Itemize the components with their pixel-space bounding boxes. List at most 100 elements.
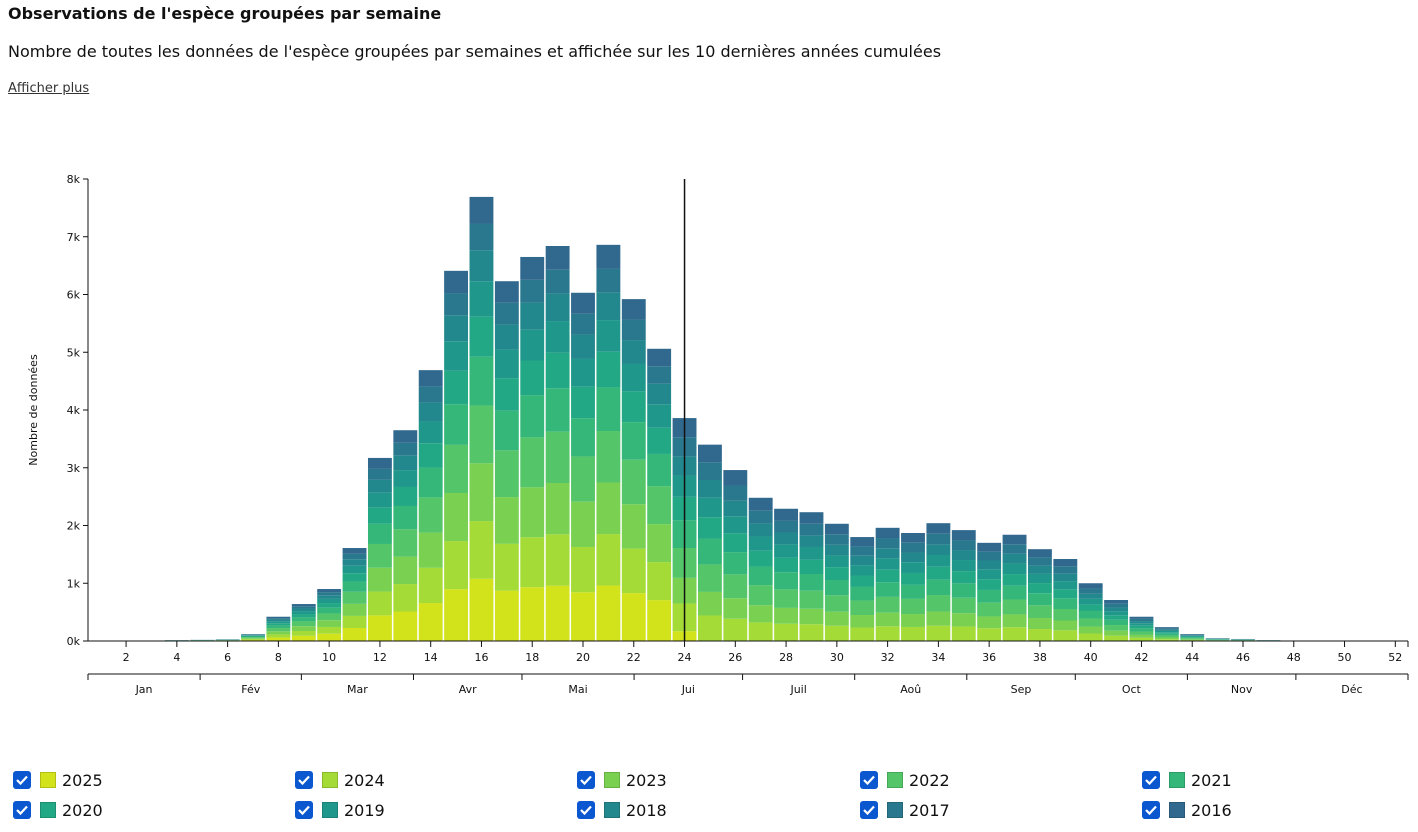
bar-segment <box>875 538 900 549</box>
bar-segment <box>444 404 469 445</box>
bar-segment <box>1180 634 1205 635</box>
bar-segment <box>774 589 799 608</box>
bar-segment <box>571 592 595 641</box>
legend-item[interactable]: 2022 <box>860 768 950 792</box>
bar-segment <box>926 544 951 556</box>
show-more-link[interactable]: Afficher plus <box>8 81 90 96</box>
bar-segment <box>1104 619 1129 626</box>
bar-segment <box>951 626 976 641</box>
legend-label: 2020 <box>62 800 103 820</box>
bar-segment <box>393 470 418 487</box>
bar-segment <box>621 504 646 549</box>
bar-segment <box>1129 625 1154 629</box>
check-mark <box>16 775 28 786</box>
bar-segment <box>621 363 646 392</box>
checkbox[interactable] <box>577 771 595 789</box>
bar-segment <box>850 575 875 587</box>
bar-segment <box>723 552 748 575</box>
check-mark <box>298 805 310 816</box>
bar-segment <box>469 223 494 251</box>
bar-segment <box>799 559 824 575</box>
month-label: Aoû <box>900 683 921 696</box>
checkbox[interactable] <box>13 801 31 819</box>
legend-item[interactable]: 2021 <box>1142 768 1232 792</box>
x-tick-label: 4 <box>173 651 180 664</box>
bar-segment <box>393 442 418 456</box>
bar-segment <box>469 521 494 579</box>
bar-segment <box>1027 557 1052 566</box>
bar-segment <box>1154 635 1179 638</box>
bar-segment <box>393 505 418 530</box>
bar-segment <box>545 245 570 270</box>
legend-item[interactable]: 2019 <box>295 798 385 822</box>
bar-segment <box>850 627 875 641</box>
bar-segment <box>647 404 672 428</box>
bar-segment <box>1002 627 1027 641</box>
bar-segment <box>469 405 494 464</box>
bar-segment <box>824 595 849 612</box>
bar-segment <box>850 546 875 556</box>
bar-segment <box>723 598 748 619</box>
legend-item[interactable]: 2025 <box>13 768 103 792</box>
checkbox[interactable] <box>295 771 313 789</box>
bar-segment <box>1129 618 1154 622</box>
bar-segment <box>1027 549 1052 558</box>
bar-segment <box>926 555 951 567</box>
bar-segment <box>748 622 773 641</box>
legend-item[interactable]: 2023 <box>577 768 667 792</box>
checkbox[interactable] <box>577 801 595 819</box>
bar-segment <box>1027 593 1052 606</box>
checkbox[interactable] <box>295 801 313 819</box>
checkbox[interactable] <box>1142 771 1160 789</box>
legend-item[interactable]: 2018 <box>577 798 667 822</box>
bar-segment <box>901 614 925 627</box>
bar-segment <box>977 579 1002 590</box>
legend-label: 2025 <box>62 770 103 790</box>
bar-segment <box>1180 637 1205 639</box>
legend-item[interactable]: 2017 <box>860 798 950 822</box>
checkbox[interactable] <box>13 771 31 789</box>
legend-swatch <box>40 772 56 788</box>
bar-segment <box>266 619 291 622</box>
checkbox[interactable] <box>1142 801 1160 819</box>
bar-segment <box>1002 563 1027 575</box>
check-mark <box>1145 775 1157 786</box>
checkbox[interactable] <box>860 771 878 789</box>
bar-segment <box>1053 598 1078 610</box>
x-tick-label: 2 <box>123 651 130 664</box>
y-axis-label: Nombre de données <box>27 354 40 466</box>
bar-segment <box>774 557 799 573</box>
bar-segment <box>697 444 722 463</box>
bar-segment <box>951 560 976 572</box>
x-tick-label: 48 <box>1287 651 1301 664</box>
bar-segment <box>875 527 900 539</box>
bar-segment <box>1129 631 1154 635</box>
bar-segment <box>545 293 570 322</box>
legend-item[interactable]: 2020 <box>13 798 103 822</box>
checkbox[interactable] <box>860 801 878 819</box>
bar-segment <box>926 566 951 580</box>
bar-segment <box>317 633 342 641</box>
bar-segment <box>1078 618 1103 627</box>
legend-item[interactable]: 2024 <box>295 768 385 792</box>
x-tick-label: 36 <box>982 651 996 664</box>
bar-segment <box>418 532 443 568</box>
bar-segment <box>494 302 519 325</box>
bar-segment <box>697 591 722 616</box>
bar-segment <box>317 592 342 596</box>
legend-item[interactable]: 2016 <box>1142 798 1232 822</box>
legend-label: 2022 <box>909 770 950 790</box>
legend-label: 2023 <box>626 770 667 790</box>
bar-segment <box>596 244 621 269</box>
bar-segment <box>469 196 494 224</box>
bar-segment <box>926 625 951 641</box>
bar-segment <box>1104 635 1129 641</box>
bar-segment <box>342 591 367 604</box>
bar-segment <box>1078 598 1103 605</box>
bar-segment <box>596 431 621 483</box>
bar-segment <box>1027 573 1052 584</box>
bar-segment <box>444 541 469 590</box>
bar-segment <box>571 292 595 314</box>
bar-segment <box>1180 635 1205 637</box>
month-label: Oct <box>1122 683 1142 696</box>
